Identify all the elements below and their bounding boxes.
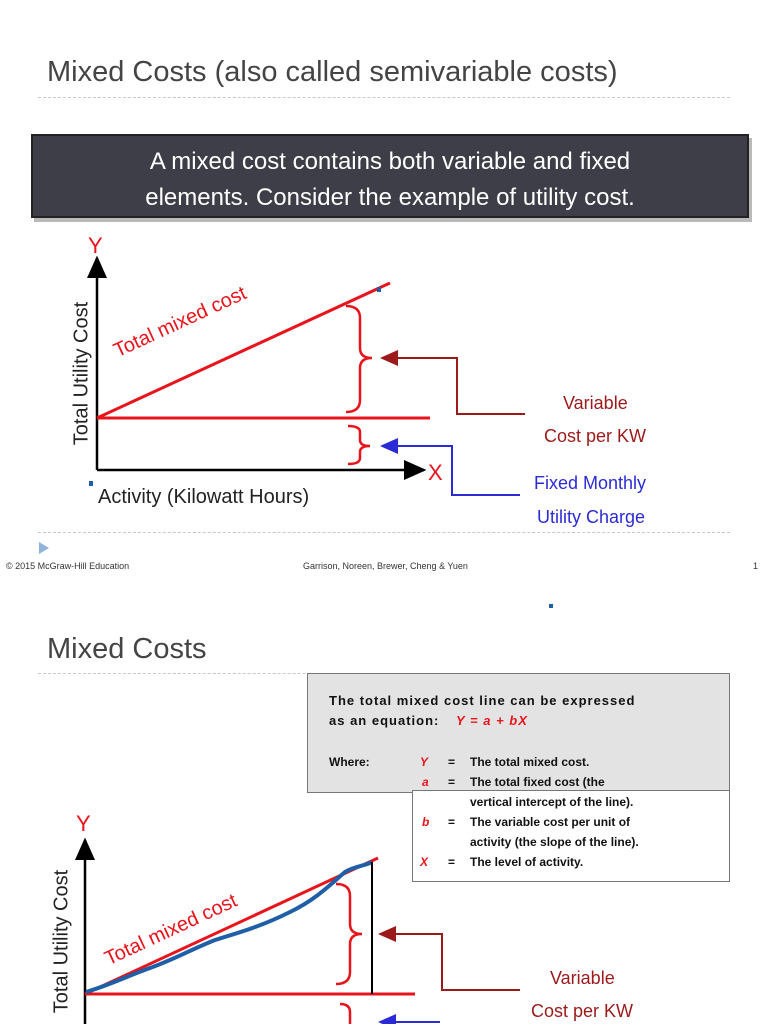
actual-cost-curve: [85, 860, 373, 994]
slide2-title: Mixed Costs: [47, 633, 207, 665]
equation-prefix: as an equation:: [329, 713, 440, 728]
def-text-x: The level of activity.: [470, 855, 584, 869]
def-text-y: The total mixed cost.: [470, 755, 590, 769]
y-axis-title: Total Utility Cost: [50, 869, 73, 1014]
variable-label-2: Cost per KW: [531, 1001, 634, 1021]
def-symbol-x: X: [420, 855, 429, 869]
fixed-label-2: Utility Charge: [537, 507, 646, 527]
definition-box: [412, 790, 730, 882]
def-text-a-2: vertical intercept of the line).: [470, 795, 634, 809]
callout-line-1: A mixed cost contains both variable and …: [149, 148, 631, 175]
variable-brace: [335, 882, 363, 986]
play-triangle-icon: [39, 542, 49, 554]
y-axis-title: Total Utility Cost: [70, 301, 93, 446]
def-eq: =: [448, 855, 456, 869]
variable-label-2: Cost per KW: [544, 426, 647, 446]
title-divider: [38, 97, 730, 98]
variable-label-1: Variable: [563, 393, 628, 413]
variable-arrow: [378, 926, 520, 991]
fixed-arrow: [380, 438, 520, 496]
fixed-brace: [339, 1002, 352, 1024]
def-text-b-1: The variable cost per unit of: [470, 815, 631, 829]
small-mark: [89, 481, 93, 486]
total-mixed-cost-line: [84, 856, 379, 996]
def-symbol-y: Y: [420, 755, 429, 769]
slide2-graph: [75, 837, 520, 1024]
callout-box: A mixed cost contains both variable and …: [31, 134, 749, 218]
def-symbol-b: b: [422, 815, 430, 829]
def-eq: =: [448, 815, 456, 829]
footer-page: 1: [753, 561, 759, 571]
small-mark: [377, 287, 381, 292]
variable-label-1: Variable: [550, 968, 615, 988]
footer-divider: [38, 532, 730, 533]
fixed-brace: [347, 424, 371, 466]
y-axis-letter: Y: [88, 233, 103, 258]
def-text-b-2: activity (the slope of the line).: [470, 835, 639, 849]
slide1-graph: [87, 255, 525, 496]
variable-brace: [345, 304, 373, 414]
def-eq: =: [448, 755, 456, 769]
equation-line-1: The total mixed cost line can be express…: [329, 693, 636, 708]
where-label: Where:: [329, 755, 370, 769]
small-mark: [549, 604, 553, 608]
fixed-label-1: Fixed Monthly: [534, 473, 647, 493]
x-axis-title: Activity (Kilowatt Hours): [98, 486, 310, 508]
slide1-title: Mixed Costs (also called semivariable co…: [47, 56, 618, 88]
def-symbol-a: a: [422, 775, 429, 789]
equation-formula: Y = a + bX: [455, 713, 528, 728]
footer-copyright: © 2015 McGraw-Hill Education: [6, 561, 130, 571]
equation-line-2: as an equation: Y = a + bX: [329, 713, 528, 728]
def-text-a-1: The total fixed cost (the: [470, 775, 605, 789]
equation-box: [307, 673, 730, 793]
def-eq: =: [448, 775, 456, 789]
total-mixed-cost-line: [96, 281, 391, 420]
footer-authors: Garrison, Noreen, Brewer, Cheng & Yuen: [303, 561, 468, 571]
variable-arrow: [380, 350, 525, 415]
y-axis-letter: Y: [76, 811, 91, 836]
callout-line-2: elements. Consider the example of utilit…: [145, 184, 635, 211]
x-axis-letter: X: [428, 460, 443, 485]
